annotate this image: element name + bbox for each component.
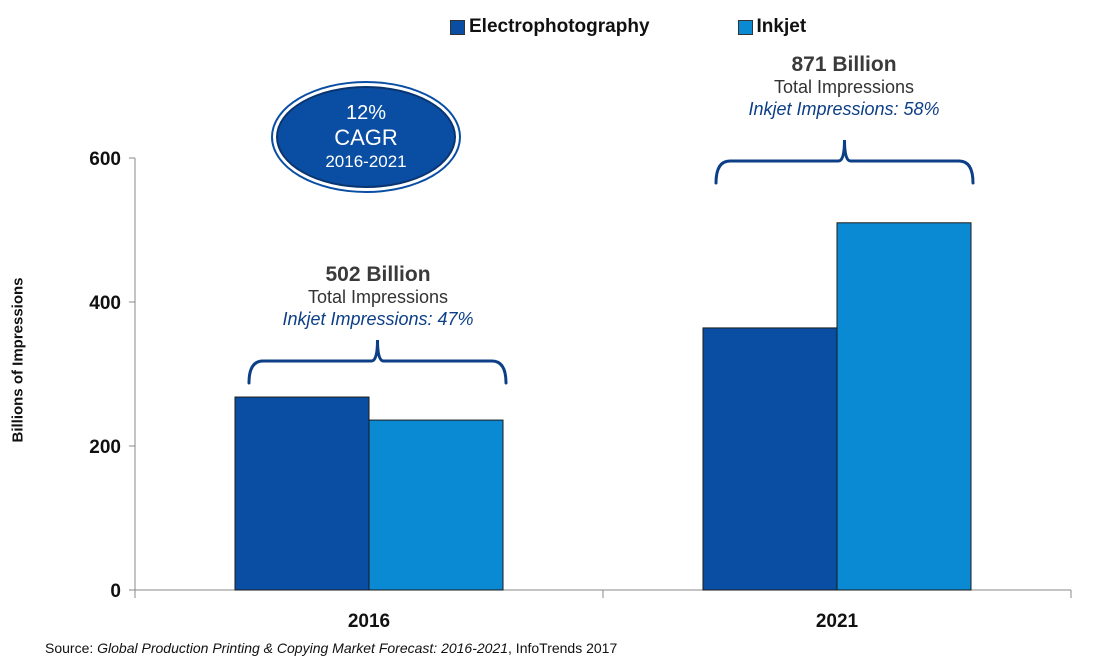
y-tick-label: 400 xyxy=(89,293,121,314)
bar-inkjet-2021 xyxy=(836,222,972,591)
source-suffix: , InfoTrends 2017 xyxy=(508,640,618,656)
source-title: Global Production Printing & Copying Mar… xyxy=(97,640,509,656)
y-axis-label: Billions of Impressions xyxy=(9,277,27,443)
source-note: Source: Global Production Printing & Cop… xyxy=(45,640,617,656)
annotation-2021-subtitle: Total Impressions xyxy=(773,77,915,97)
x-tick-label: 2021 xyxy=(816,611,859,632)
annotation-2021-inkjet-share: Inkjet Impressions: 58% xyxy=(748,99,940,119)
cagr-badge: 12% CAGR 2016-2021 xyxy=(276,86,456,188)
cagr-percent: 12% xyxy=(345,102,387,124)
y-tick-label: 200 xyxy=(89,437,121,458)
annotation-2016-inkjet-share: Inkjet Impressions: 47% xyxy=(282,309,474,329)
legend-item-inkjet: Inkjet xyxy=(737,16,807,38)
bar-electrophotography-2016 xyxy=(234,396,370,591)
annotation-2016-subtitle: Total Impressions xyxy=(307,287,449,307)
annotation-2021-total: 871 Billion xyxy=(791,53,897,76)
brace-2021 xyxy=(714,139,975,185)
legend-swatch-inkjet xyxy=(737,19,753,35)
x-tick-label: 2016 xyxy=(348,611,390,632)
annotation-2016-total: 502 Billion xyxy=(325,263,431,286)
source-prefix: Source: xyxy=(45,640,98,656)
cagr-label: CAGR xyxy=(334,125,398,150)
legend-label-electrophotography: Electrophotography xyxy=(469,16,650,37)
y-tick-label: 600 xyxy=(89,149,121,170)
bar-inkjet-2016 xyxy=(368,419,504,591)
annotation-2021: 871 Billion Total Impressions Inkjet Imp… xyxy=(694,54,994,120)
legend: Electrophotography Inkjet xyxy=(450,16,894,38)
cagr-period: 2016-2021 xyxy=(325,152,407,171)
legend-label-inkjet: Inkjet xyxy=(756,16,807,37)
legend-item-electrophotography: Electrophotography xyxy=(450,16,650,38)
annotation-2016: 502 Billion Total Impressions Inkjet Imp… xyxy=(228,264,528,330)
legend-swatch-electrophotography xyxy=(450,19,465,35)
brace-2016 xyxy=(247,339,508,385)
y-tick-label: 0 xyxy=(110,581,121,602)
bar-electrophotography-2021 xyxy=(702,327,838,591)
